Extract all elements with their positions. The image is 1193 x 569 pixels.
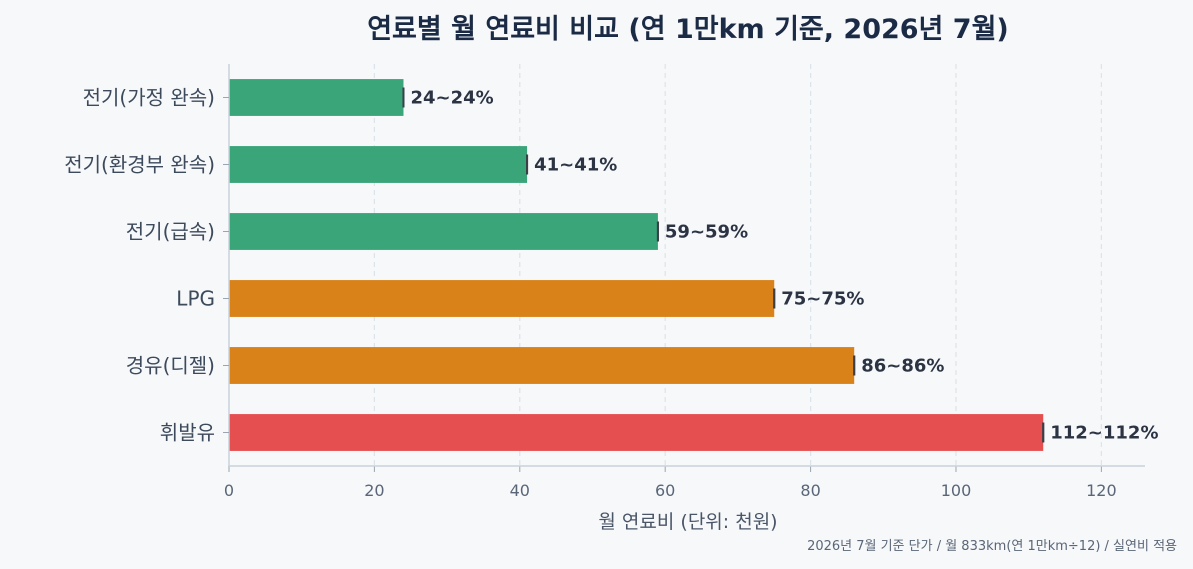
data-label: 112~112% [1050, 423, 1158, 444]
category-label: 휘발유 [160, 421, 215, 445]
chart-title: 연료별 월 연료비 비교 (연 1만km 기준, 2026년 7월) [367, 14, 1009, 45]
category-label: 경유(디젤) [126, 354, 215, 378]
x-tick-label: 20 [364, 481, 384, 500]
bar [229, 79, 404, 116]
x-tick-label: 80 [800, 481, 820, 500]
x-tick-label: 120 [1086, 481, 1117, 500]
data-label: 24~24% [410, 88, 493, 109]
x-axis-label: 월 연료비 (단위: 천원) [598, 511, 777, 533]
bar [229, 414, 1044, 451]
bar [229, 213, 658, 250]
x-tick-label: 40 [510, 481, 530, 500]
bar [229, 146, 528, 183]
data-label: 59~59% [665, 222, 748, 243]
bars: 24~24% 41~41% 59~59% 75~75% 86~86% 112~112% [229, 79, 1158, 451]
category-label: 전기(가정 완속) [83, 86, 215, 110]
category-label: 전기(급속) [126, 220, 215, 244]
footnote: 2026년 7월 기준 단가 / 월 833km(연 1만km÷12) / 실연… [807, 539, 1177, 554]
category-label: LPG [176, 287, 215, 311]
bar [229, 280, 775, 317]
x-tick-label: 0 [224, 481, 234, 500]
x-tick-label: 60 [655, 481, 675, 500]
category-label: 전기(환경부 완속) [64, 153, 215, 177]
data-label: 86~86% [861, 356, 944, 377]
bar [229, 347, 855, 384]
gridlines [373, 64, 1102, 466]
axes: 0 20 40 60 80 100 120 전기(가정 완속) 전기(환경부 완속) 전기(급속)… [64, 64, 1145, 500]
x-tick-label: 100 [941, 481, 972, 500]
data-label: 41~41% [534, 155, 617, 176]
data-label: 75~75% [781, 289, 864, 310]
